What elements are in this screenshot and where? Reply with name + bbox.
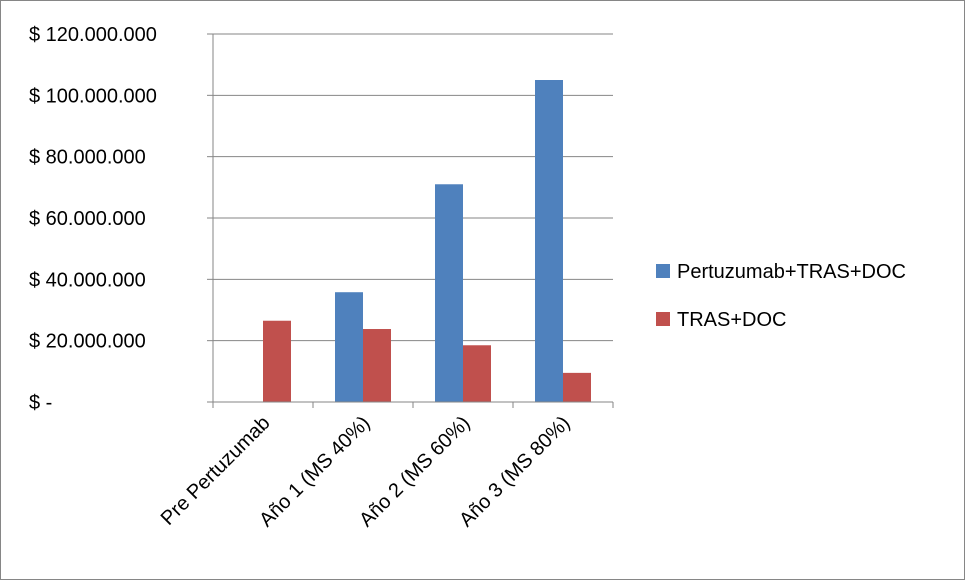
y-tick-label: $ 60.000.000	[29, 208, 146, 230]
bar-series	[263, 80, 591, 402]
legend-swatch	[656, 264, 670, 278]
bar-tras-doc	[563, 372, 591, 402]
bar-pertuzumab-tras-doc	[535, 80, 563, 402]
legend-swatch	[656, 312, 670, 326]
y-tick-label: $ -	[29, 392, 52, 414]
y-tick-label: $ 20.000.000	[29, 331, 146, 353]
y-tick-label: $ 120.000.000	[29, 24, 157, 46]
x-tick-label: Pre Pertuzumab	[157, 412, 275, 530]
bar-pertuzumab-tras-doc	[335, 292, 363, 402]
bar-tras-doc	[463, 345, 491, 402]
y-tick-label: $ 80.000.000	[29, 147, 146, 169]
bar-tras-doc	[263, 320, 291, 402]
bar-tras-doc	[363, 329, 391, 402]
legend: Pertuzumab+TRAS+DOC TRAS+DOC	[656, 261, 906, 331]
y-tick-label: $ 100.000.000	[29, 85, 157, 107]
y-tick-label: $ 40.000.000	[29, 269, 146, 291]
axes	[212, 34, 614, 408]
legend-label: TRAS+DOC	[677, 309, 786, 331]
x-tick-label: Año 3 (MS 80%)	[455, 412, 574, 531]
bar-pertuzumab-tras-doc	[435, 184, 463, 402]
y-axis-tick-labels: $ 120.000.000 $ 100.000.000 $ 80.000.000 $ …	[29, 24, 157, 414]
legend-label: Pertuzumab+TRAS+DOC	[677, 261, 906, 283]
